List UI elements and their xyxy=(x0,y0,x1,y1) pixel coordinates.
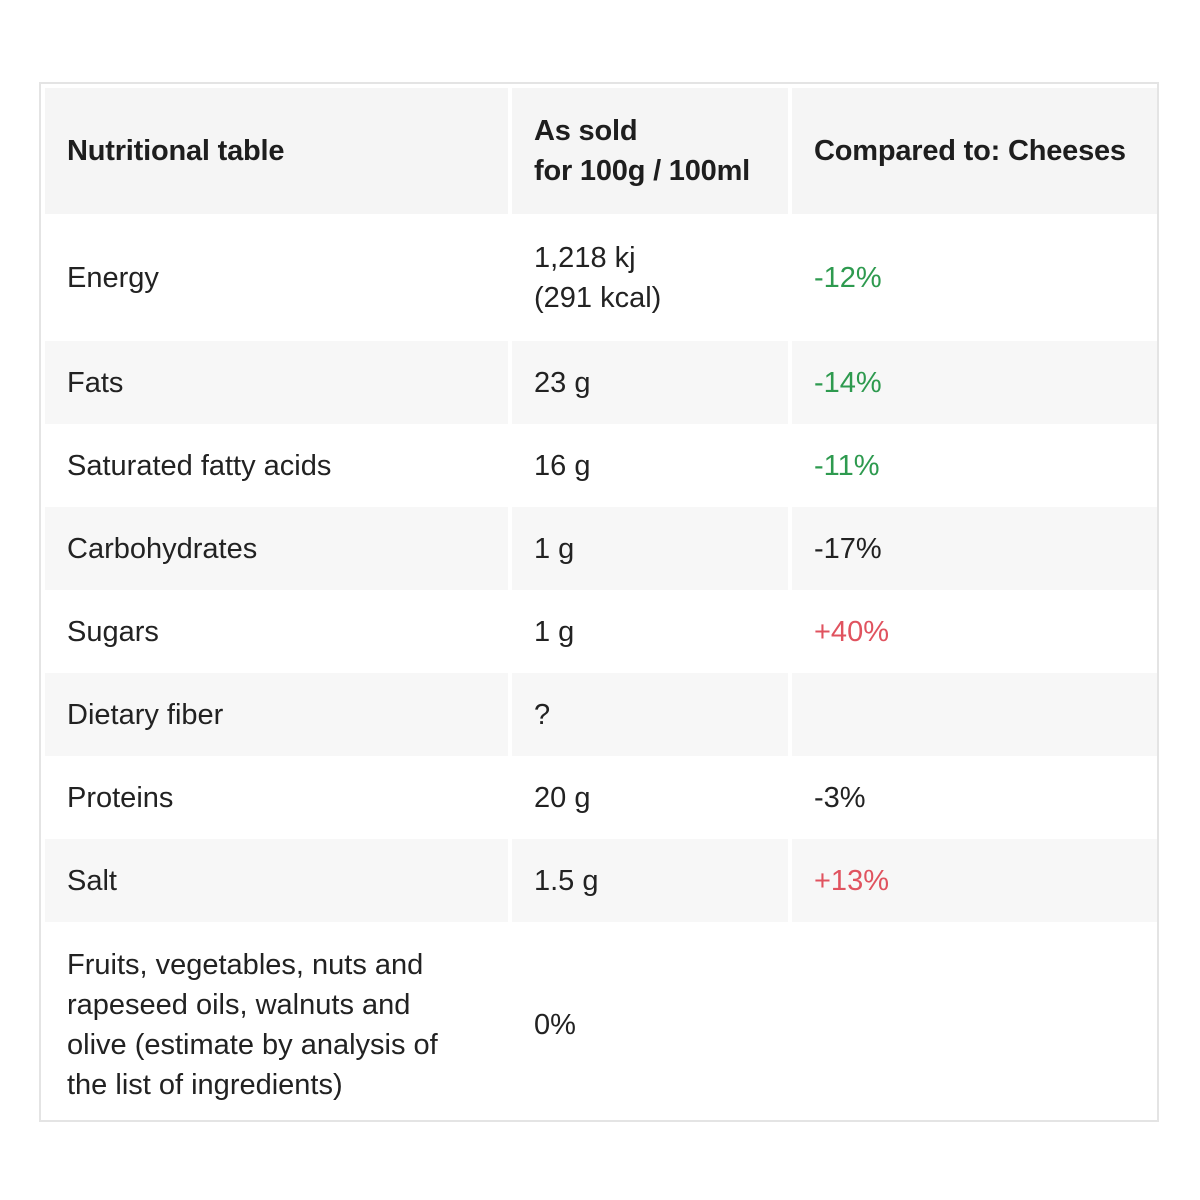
table-row-proteins: Proteins 20 g -3% xyxy=(45,756,1157,839)
nutrient-value: 23 g xyxy=(512,341,788,424)
nutrient-compare: -3% xyxy=(814,781,866,814)
table-row-energy: Energy 1,218 kj (291 kcal) -12% xyxy=(45,214,1157,341)
fruits-line1: Fruits, vegetables, nuts and xyxy=(67,948,424,981)
nutrient-name: Fruits, vegetables, nuts and rapeseed oi… xyxy=(45,922,508,1127)
fruits-line3: olive (estimate by analysis of xyxy=(67,1028,438,1061)
table-row-carbohydrates: Carbohydrates 1 g -17% xyxy=(45,507,1157,590)
nutrition-table: Nutritional table As sold for 100g / 100… xyxy=(41,88,1161,1127)
nutrient-compare xyxy=(792,673,1157,756)
nutrient-compare: +40% xyxy=(814,615,889,648)
nutrition-table-container: Nutritional table As sold for 100g / 100… xyxy=(39,82,1159,1122)
nutrient-value: 1.5 g xyxy=(512,839,788,922)
header-nutritional-table: Nutritional table xyxy=(45,88,508,214)
nutrient-name: Salt xyxy=(45,839,508,922)
nutrient-value: 1 g xyxy=(512,507,788,590)
table-header-row: Nutritional table As sold for 100g / 100… xyxy=(45,88,1157,214)
nutrient-name: Sugars xyxy=(67,615,159,648)
fruits-line4: the list of ingredients) xyxy=(67,1068,343,1101)
fruits-line2: rapeseed oils, walnuts and xyxy=(67,988,411,1021)
table-row-fats: Fats 23 g -14% xyxy=(45,341,1157,424)
header-as-sold-line1: As sold xyxy=(534,115,638,147)
nutrient-compare: +13% xyxy=(792,839,1157,922)
nutrient-value: 16 g xyxy=(534,449,591,482)
nutrient-name: Carbohydrates xyxy=(45,507,508,590)
nutrient-compare xyxy=(792,922,1157,1127)
table-row-fruits-vegetables: Fruits, vegetables, nuts and rapeseed oi… xyxy=(45,922,1157,1127)
header-as-sold-line2: for 100g / 100ml xyxy=(534,155,751,187)
nutrient-compare: -14% xyxy=(792,341,1157,424)
table-row-dietary-fiber: Dietary fiber ? xyxy=(45,673,1157,756)
nutrient-compare: -12% xyxy=(814,261,882,294)
nutrient-value: 1 g xyxy=(534,615,575,648)
nutrient-compare: -17% xyxy=(792,507,1157,590)
nutrient-name: Saturated fatty acids xyxy=(67,449,332,482)
header-as-sold: As sold for 100g / 100ml xyxy=(512,88,788,214)
energy-kcal: (291 kcal) xyxy=(534,281,662,314)
nutrient-value: ? xyxy=(512,673,788,756)
nutrient-value: 0% xyxy=(534,1008,576,1041)
nutrient-value: 1,218 kj (291 kcal) xyxy=(512,214,788,341)
table-row-salt: Salt 1.5 g +13% xyxy=(45,839,1157,922)
nutrient-compare: -11% xyxy=(814,449,880,482)
nutrient-name: Energy xyxy=(67,261,159,294)
header-compared-to: Compared to: Cheeses xyxy=(792,88,1157,214)
nutrient-name: Dietary fiber xyxy=(45,673,508,756)
nutrient-name: Fats xyxy=(45,341,508,424)
nutrient-value: 20 g xyxy=(534,781,591,814)
table-row-saturated-fatty-acids: Saturated fatty acids 16 g -11% xyxy=(45,424,1157,507)
nutrient-name: Proteins xyxy=(67,781,174,814)
energy-kj: 1,218 kj xyxy=(534,241,636,274)
table-row-sugars: Sugars 1 g +40% xyxy=(45,590,1157,673)
